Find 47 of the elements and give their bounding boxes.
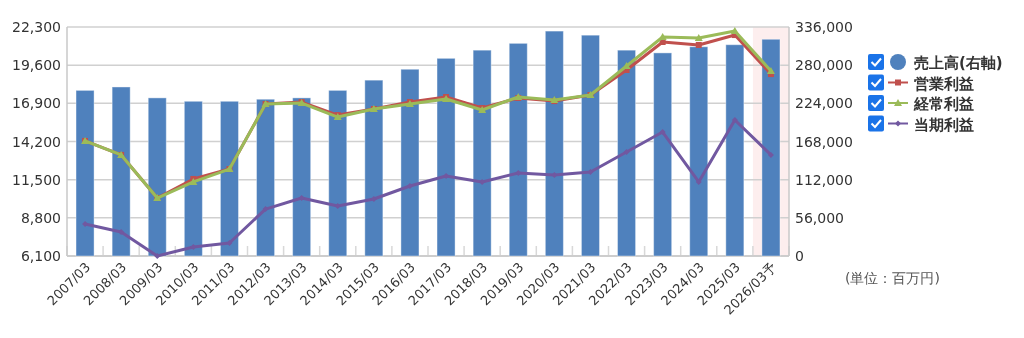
bar	[580, 34, 600, 257]
y2-tick-label: 168,000	[795, 133, 853, 150]
bar	[436, 57, 456, 257]
y-tick-label: 22,300	[12, 19, 61, 35]
legend-label: 営業利益	[914, 74, 974, 93]
y-tick-label: 14,200	[12, 133, 61, 150]
bar	[617, 49, 637, 257]
point	[118, 228, 125, 235]
point	[695, 41, 702, 48]
y-tick-label: 11,500	[12, 171, 61, 188]
bar	[400, 68, 420, 257]
bar	[544, 30, 564, 257]
bar	[292, 97, 312, 257]
bar	[725, 44, 745, 257]
bar	[219, 100, 239, 257]
point	[767, 151, 774, 158]
point	[659, 129, 666, 136]
point	[623, 148, 630, 155]
y2-tick-label: 336,000	[795, 19, 853, 35]
bar	[364, 79, 384, 257]
y2-tick-label: 112,000	[795, 171, 853, 188]
point	[766, 66, 775, 74]
bar	[111, 86, 131, 257]
y2-tick-label: 0	[795, 248, 804, 264]
y2-tick-label: 280,000	[795, 57, 853, 74]
point	[262, 206, 269, 213]
y-tick-label: 19,600	[12, 57, 61, 74]
bar	[689, 46, 709, 257]
text: (単位：百万円)	[845, 270, 940, 286]
bar	[328, 89, 348, 257]
bar	[508, 42, 528, 257]
bar	[256, 98, 276, 257]
bar	[147, 97, 167, 257]
legend-label: 経常利益	[913, 95, 974, 113]
bar	[472, 49, 492, 257]
bar	[75, 89, 95, 257]
point	[694, 34, 703, 42]
y-tick-label: 16,900	[12, 95, 61, 112]
y-tick-label: 8,800	[20, 209, 61, 226]
legend-label: 売上高(右軸)	[914, 54, 1003, 72]
point	[730, 26, 739, 34]
y-tick-label: 6,100	[20, 248, 61, 264]
bar	[183, 100, 203, 257]
y2-tick-label: 56,000	[795, 209, 844, 226]
legend-label: 当期利益	[914, 115, 974, 134]
bar	[653, 52, 673, 257]
y2-tick-label: 224,000	[795, 95, 853, 112]
